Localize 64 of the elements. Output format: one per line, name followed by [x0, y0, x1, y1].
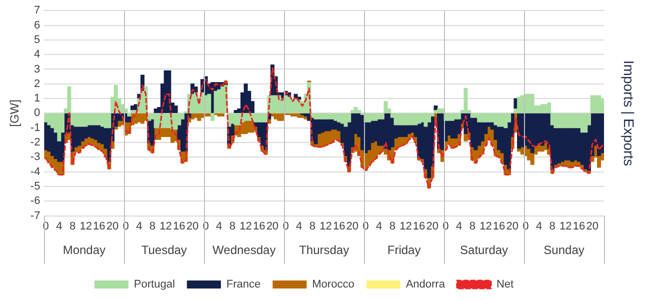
x-tick-label: 8: [549, 220, 556, 232]
y-tick-label: -3: [30, 151, 40, 164]
x-tick-label: 4: [536, 220, 542, 232]
y-tick-label: 7: [34, 4, 40, 17]
x-tick-label: 16: [572, 220, 586, 232]
x-tick-label: 4: [136, 220, 142, 232]
x-tick-label: 12: [80, 220, 92, 232]
y-tick-label: 4: [34, 48, 40, 61]
x-tick-label: 8: [69, 220, 76, 232]
x-tick-label: 20: [586, 220, 598, 232]
x-tick-label: 20: [186, 220, 199, 232]
x-tick-label: 16: [412, 220, 426, 232]
x-tick-label: 16: [252, 220, 266, 232]
y-tick-label: -6: [30, 195, 40, 208]
x-tick-label: 4: [216, 220, 222, 232]
text: Thursday: [299, 243, 350, 258]
y-tick-label: 0: [34, 107, 40, 120]
text: Tuesday: [141, 243, 187, 258]
x-tick-label: 4: [56, 220, 62, 232]
text: Wednesday: [212, 243, 276, 258]
text: Monday: [62, 243, 106, 258]
x-tick-label: 20: [266, 220, 279, 232]
x-tick-label: 12: [400, 220, 412, 232]
x-tick-label: 12: [560, 220, 572, 232]
y-tick-label: -4: [30, 166, 40, 178]
y-tick-label: 2: [34, 78, 40, 90]
x-tick-label: 20: [506, 220, 518, 232]
x-tick-label: 16: [332, 220, 346, 232]
legend-label: Andorra: [406, 278, 446, 291]
x-tick-label: 8: [389, 220, 396, 232]
x-tick-label: 8: [229, 220, 236, 232]
text: Saturday: [460, 243, 508, 258]
text: Sunday: [544, 243, 584, 258]
x-tick-label: 16: [93, 220, 106, 232]
x-tick-label: 20: [346, 220, 359, 232]
y-tick-label: -7: [30, 210, 40, 222]
x-tick-label: 4: [376, 220, 382, 232]
x-tick-label: 12: [320, 220, 332, 232]
legend-label: Portugal: [134, 278, 175, 291]
y-tick-label: -1: [30, 122, 40, 134]
y-tick-label: 1: [34, 92, 40, 105]
x-tick-label: 12: [480, 220, 492, 232]
y-tick-label: 6: [34, 19, 40, 32]
y2-axis-title: Imports | Exports: [621, 60, 638, 166]
x-tick-label: 16: [173, 220, 186, 232]
legend-label: France: [226, 278, 261, 291]
text: Friday: [387, 243, 421, 258]
y-tick-label: -2: [30, 136, 40, 149]
x-tick-label: 12: [160, 220, 172, 232]
x-tick-label: 4: [456, 220, 462, 232]
y-tick-label: 5: [34, 34, 40, 46]
x-tick-label: 16: [492, 220, 506, 232]
x-tick-label: 12: [240, 220, 252, 232]
legend-label: Morocco: [312, 278, 354, 291]
x-tick-label: 8: [469, 220, 476, 232]
x-tick-label: 8: [149, 220, 156, 232]
x-tick-label: 4: [296, 220, 302, 232]
y-tick-label: -5: [30, 180, 40, 193]
x-tick-label: 20: [426, 220, 439, 232]
x-tick-label: 20: [106, 220, 119, 232]
legend-label: Net: [496, 278, 514, 291]
y-tick-label: 3: [34, 63, 40, 76]
x-tick-label: 8: [309, 220, 316, 232]
y-axis-title: [GW]: [8, 100, 22, 127]
